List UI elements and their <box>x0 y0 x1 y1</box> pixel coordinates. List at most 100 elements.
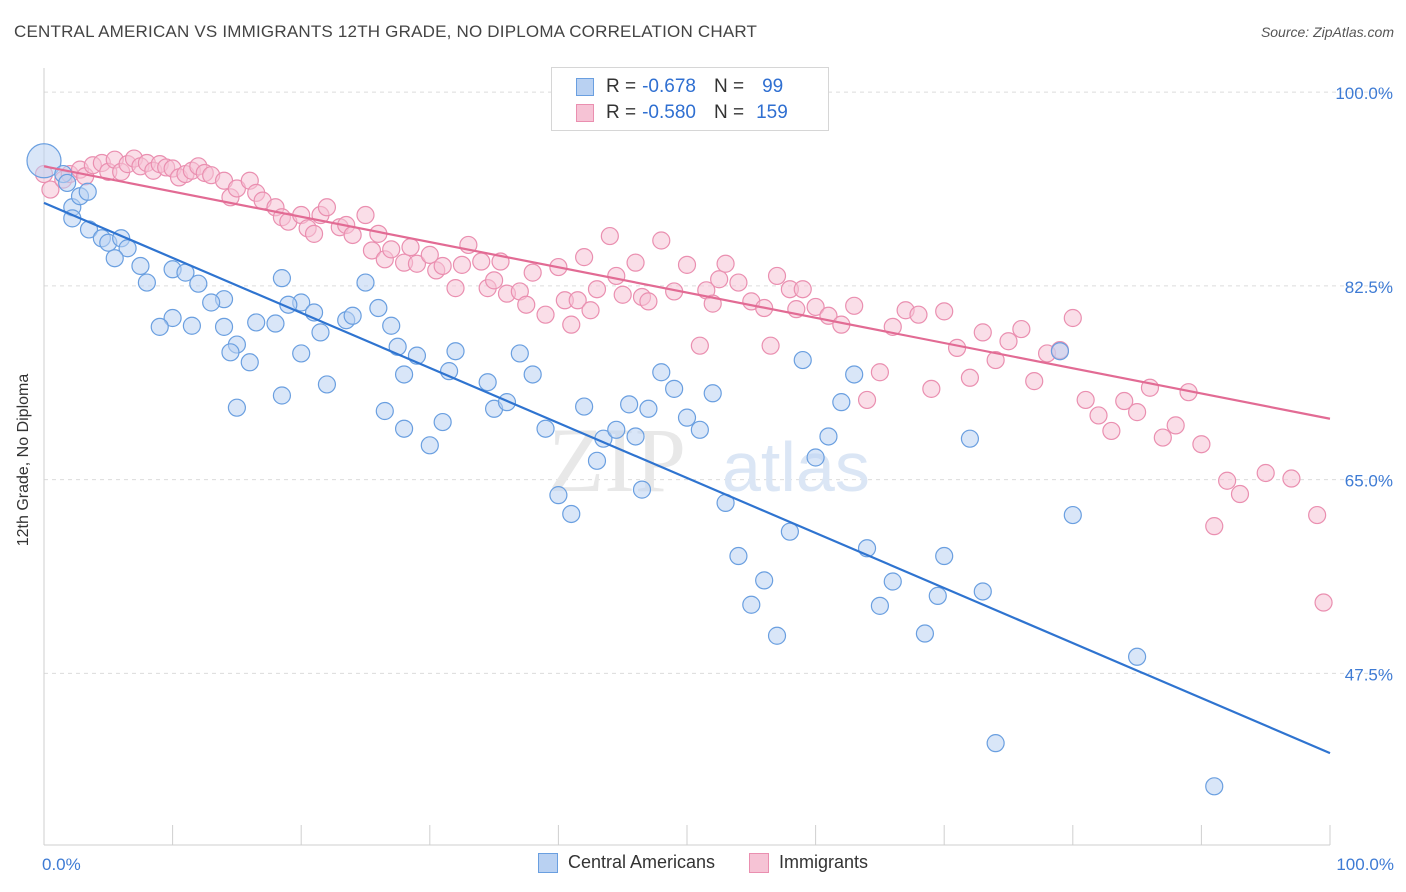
immigrant-point <box>1192 435 1211 454</box>
immigrant-point <box>710 270 729 289</box>
central-point <box>703 384 722 403</box>
immigrant-point <box>523 263 542 282</box>
central-point <box>1127 647 1147 666</box>
immigrant-point <box>677 255 697 274</box>
immigrant-point <box>1230 484 1250 504</box>
immigrant-point <box>485 271 504 290</box>
y-tick-label: 47.5% <box>1345 665 1393 684</box>
legend-label: Immigrants <box>779 852 869 872</box>
immigrant-point <box>1282 469 1301 488</box>
immigrant-point <box>1314 593 1333 612</box>
immigrant-point <box>1256 463 1275 483</box>
immigrant-point <box>845 296 864 315</box>
x-tick-label: 100.0% <box>1336 855 1394 874</box>
immigrant-point <box>607 266 626 286</box>
y-tick-label: 100.0% <box>1335 84 1393 103</box>
y-tick-label: 82.5% <box>1345 278 1393 297</box>
immigrant-point <box>922 379 941 398</box>
central-point <box>793 350 812 370</box>
r-label: R = <box>606 76 637 97</box>
central-point <box>163 308 182 328</box>
legend-item-immigrants[interactable]: Immigrants <box>749 852 868 873</box>
central-point <box>562 504 581 524</box>
immigrant-point <box>587 280 607 299</box>
central-point <box>845 365 864 384</box>
central-point <box>639 399 658 418</box>
central-point <box>189 274 208 293</box>
immigrant-point <box>626 253 645 272</box>
central-point <box>915 624 935 643</box>
immigrant-point <box>304 224 324 243</box>
central-point <box>767 626 787 645</box>
central-point <box>652 363 671 382</box>
central-point <box>182 316 201 335</box>
central-point <box>587 451 607 470</box>
central-point <box>131 256 150 276</box>
immigrant-point <box>870 363 890 382</box>
central-trend-line <box>43 201 1331 755</box>
immigrant-point <box>1127 403 1147 422</box>
immigrant-point <box>1025 372 1044 391</box>
chart-title: CENTRAL AMERICAN VS IMMIGRANTS 12TH GRAD… <box>14 22 758 41</box>
immigrant-point <box>947 338 967 357</box>
central-point <box>369 298 388 318</box>
central-point <box>26 143 62 179</box>
n-value: 99 <box>762 76 784 97</box>
immigrant-point <box>1218 471 1237 490</box>
legend-item-central-americans[interactable]: Central Americans <box>537 852 715 873</box>
central-point <box>960 429 980 448</box>
central-swatch <box>576 78 594 96</box>
immigrant-point <box>562 315 581 334</box>
central-point <box>394 365 414 384</box>
central-point <box>446 342 465 361</box>
central-point <box>935 546 954 566</box>
immigrant-point <box>420 245 439 264</box>
central-point <box>626 427 645 446</box>
central-point <box>883 572 902 591</box>
central-point <box>433 412 452 432</box>
immigrants-trend-line <box>43 165 1331 420</box>
immigrant-point <box>767 266 787 286</box>
n-label: N = <box>713 102 745 123</box>
central-point <box>202 293 221 312</box>
immigrant-point <box>575 248 594 267</box>
central-point <box>819 427 838 446</box>
central-point <box>292 344 311 363</box>
tick-labels: 47.5% 65.0% 82.5% 100.0% 0.0% 100.0% <box>42 84 1394 874</box>
central-point <box>1205 777 1224 796</box>
central-point <box>272 386 292 405</box>
central-point <box>832 393 851 412</box>
immigrant-point <box>41 180 60 199</box>
n-label: N = <box>713 76 745 97</box>
central-point <box>137 273 156 292</box>
immigrant-point <box>401 238 420 257</box>
immigrant-point <box>690 336 709 355</box>
central-point <box>928 586 947 605</box>
central-point <box>420 436 439 455</box>
immigrant-point <box>568 291 587 310</box>
immigrant-point <box>1166 416 1185 435</box>
central-point <box>677 408 697 427</box>
central-point <box>742 595 761 614</box>
immigrant-point <box>433 256 452 276</box>
central-point <box>227 398 246 417</box>
central-point <box>523 365 542 384</box>
axes <box>43 68 1331 846</box>
n-value: 159 <box>756 102 788 123</box>
central-point <box>806 448 825 467</box>
immigrant-point <box>716 254 735 273</box>
immigrant-point <box>652 231 671 250</box>
central-point <box>575 397 594 416</box>
central-point <box>311 323 330 342</box>
immigrant-point <box>472 252 491 271</box>
central-point <box>356 273 375 292</box>
central-point <box>690 420 709 439</box>
immigrant-point <box>613 285 632 304</box>
watermark-atlas: atlas <box>722 428 870 506</box>
immigrant-point <box>382 240 401 259</box>
series-legend: Central Americans Immigrants <box>0 852 1406 873</box>
central-point <box>317 375 337 394</box>
stats-row-central: R = -0.678 N = 99 <box>576 74 801 100</box>
immigrant-point <box>973 323 992 342</box>
central-point <box>607 420 626 439</box>
